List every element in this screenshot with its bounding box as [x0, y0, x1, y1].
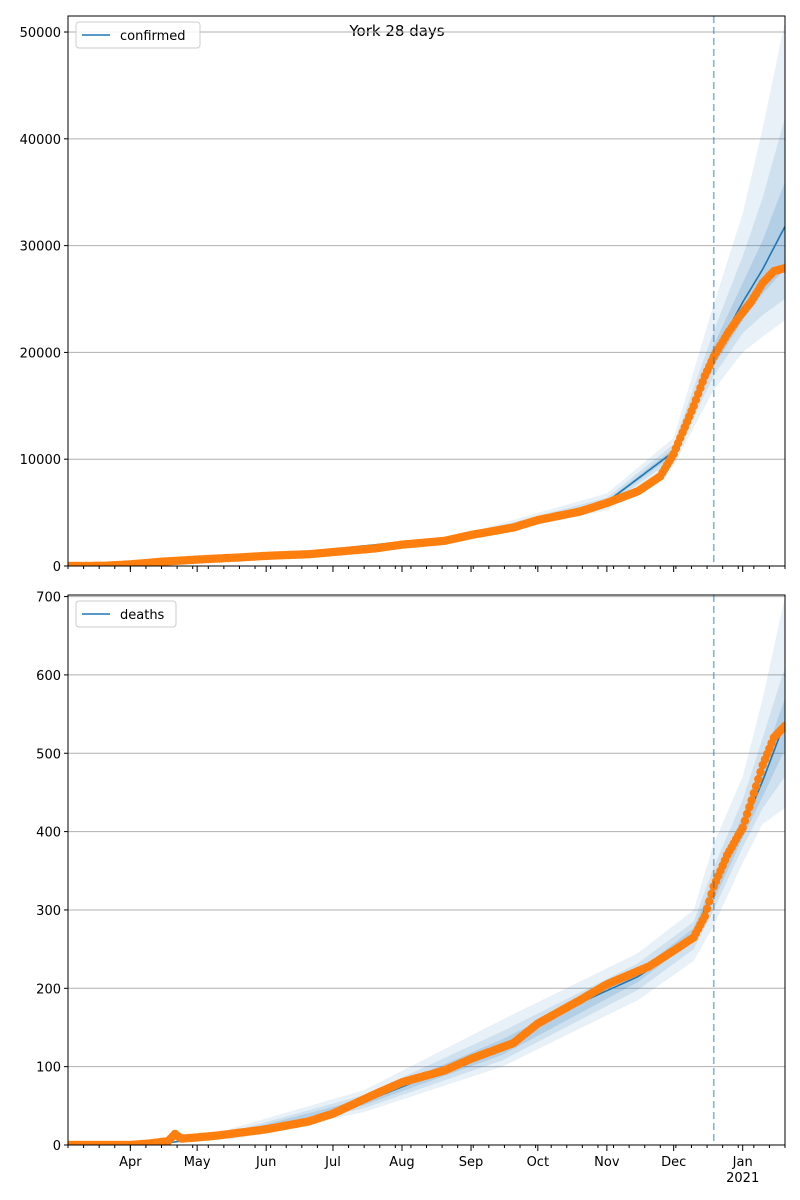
observed-points: [68, 263, 785, 566]
x-tick-label: Jan: [732, 1155, 753, 1170]
x-tick-label: Oct: [527, 1155, 549, 1170]
x-tick-label: Apr: [119, 1155, 142, 1170]
x-tick-label: Jul: [324, 1155, 341, 1170]
y-tick-label: 40000: [20, 133, 61, 148]
observed-point: [742, 809, 752, 819]
observed-point: [780, 263, 785, 273]
y-tick-label: 10000: [20, 453, 61, 468]
observed-point: [745, 802, 754, 812]
uncertainty-band-1: [471, 117, 785, 537]
y-tick-label: 600: [36, 669, 61, 684]
legend-label: confirmed: [120, 29, 186, 44]
confirmed-fit-line: [68, 226, 785, 566]
observed-points: [68, 721, 785, 1145]
y-tick-label: 700: [36, 591, 61, 606]
x-tick-label: May: [184, 1155, 211, 1170]
y-tick-label: 50000: [20, 26, 61, 41]
axes-frame: [67, 15, 786, 567]
x-tick-label: Jun: [255, 1155, 276, 1170]
observed-point: [740, 816, 750, 825]
observed-point: [754, 774, 763, 784]
x-tick-label: Aug: [389, 1155, 414, 1170]
legend-label: deaths: [120, 608, 165, 623]
observed-point: [738, 823, 747, 832]
observed-point: [702, 904, 712, 913]
x-tick-label: Nov: [594, 1155, 620, 1170]
y-tick-label: 500: [36, 747, 61, 762]
y-tick-label: 0: [53, 1139, 61, 1154]
observed-point: [780, 721, 785, 730]
observed-point: [700, 912, 709, 921]
y-tick-label: 300: [36, 904, 61, 919]
y-tick-label: 400: [36, 826, 61, 841]
observed-point: [747, 796, 756, 805]
y-tick-label: 30000: [20, 240, 61, 255]
observed-point: [749, 789, 758, 798]
observed-point: [705, 897, 714, 906]
figure-title: York 28 days: [348, 22, 444, 40]
uncertainty-band-0: [228, 596, 785, 1141]
y-tick-label: 0: [53, 560, 61, 575]
uncertainty-band-0: [471, 21, 785, 539]
observed-point: [751, 782, 761, 791]
y-tick-label: 20000: [20, 346, 61, 361]
observed-point: [756, 767, 765, 777]
x-tick-label: Dec: [661, 1155, 686, 1170]
uncertainty-band-1: [228, 667, 785, 1139]
deaths-panel: 0 100 200 300 400 500 600 700 Apr May Jun Jul Aug Sep…: [36, 591, 786, 1186]
confirmed-panel: 0 10000 20000 30000 40000 50000 confirmed: [20, 15, 786, 575]
deaths-legend: deaths: [75, 600, 177, 628]
x-year-label: 2021: [726, 1171, 759, 1186]
y-tick-label: 100: [36, 1061, 61, 1076]
confirmed-legend: confirmed: [75, 21, 201, 49]
y-tick-label: 200: [36, 982, 61, 997]
x-tick-label: Sep: [459, 1155, 484, 1170]
